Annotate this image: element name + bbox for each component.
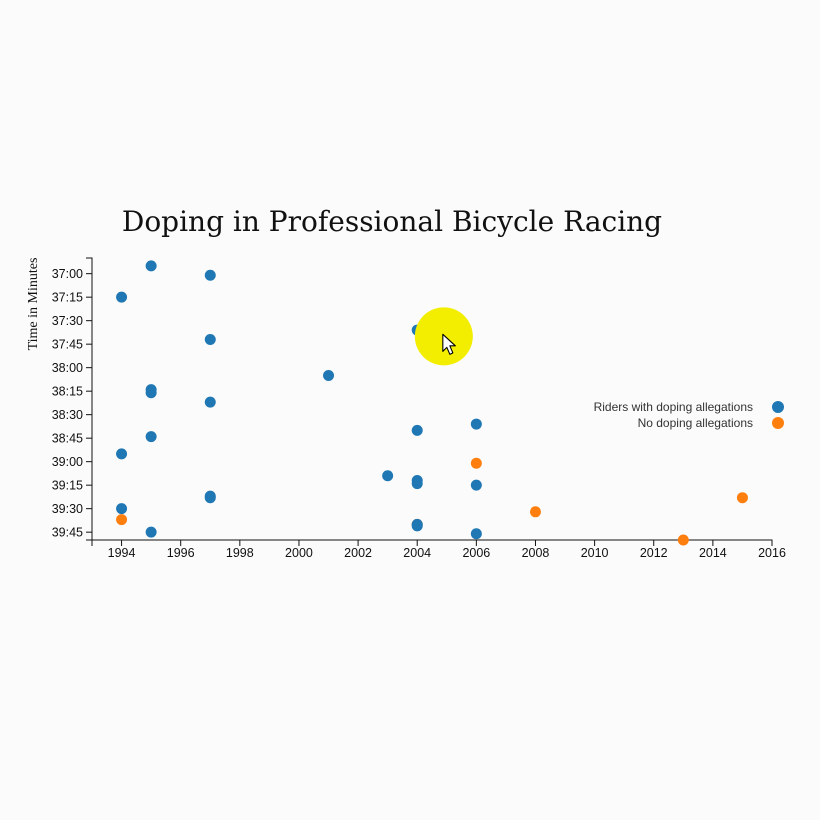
x-tick-label: 1998: [226, 546, 254, 560]
y-tick-label: 37:00: [52, 267, 83, 281]
x-tick-label: 2002: [344, 546, 372, 560]
y-tick-label: 39:15: [52, 479, 83, 493]
x-tick-label: 2008: [522, 546, 550, 560]
y-tick-label: 38:00: [52, 361, 83, 375]
arrow-cursor-icon: [442, 333, 456, 355]
y-tick-label: 39:00: [52, 455, 83, 469]
x-tick-label: 2006: [462, 546, 490, 560]
dot-no-doping[interactable]: [470, 457, 482, 469]
dot-doping[interactable]: [411, 478, 423, 490]
y-tick-label: 39:30: [52, 502, 83, 516]
dot-no-doping[interactable]: [677, 534, 689, 546]
dot-doping[interactable]: [470, 528, 482, 540]
dot-doping[interactable]: [411, 520, 423, 532]
x-tick-label: 2000: [285, 546, 313, 560]
dot-doping[interactable]: [204, 333, 216, 345]
dot-doping[interactable]: [470, 418, 482, 430]
legend-label: Riders with doping allegations: [594, 400, 753, 414]
dot-doping[interactable]: [323, 370, 335, 381]
dot-doping[interactable]: [116, 448, 128, 460]
x-tick-label: 1996: [167, 546, 195, 560]
x-tick-label: 2010: [581, 546, 609, 560]
dot-doping[interactable]: [116, 503, 128, 515]
x-tick-label: 2014: [699, 546, 727, 560]
y-axis-line: [86, 257, 93, 541]
y-tick-label: 38:45: [52, 432, 83, 446]
x-tick-label: 2004: [403, 546, 431, 560]
y-axis: 37:00 37:15 37:30 37:45 38:00 38:15 38:30 38:45…: [52, 257, 93, 541]
legend-swatch: [772, 417, 784, 429]
dot-doping[interactable]: [204, 396, 216, 408]
dot-doping[interactable]: [204, 492, 216, 504]
dot-doping[interactable]: [145, 526, 157, 538]
y-tick-label: 38:15: [52, 385, 83, 399]
legend-label: No doping allegations: [638, 416, 753, 430]
dot-doping[interactable]: [145, 387, 157, 399]
y-tick-label: 37:45: [52, 338, 83, 352]
dot-no-doping[interactable]: [116, 514, 128, 526]
dot-doping[interactable]: [411, 424, 423, 436]
dot-doping[interactable]: [382, 470, 394, 482]
y-tick-label: 38:30: [52, 408, 83, 422]
y-tick-label: 37:15: [52, 291, 83, 305]
y-axis-label: Time in Minutes: [26, 258, 41, 351]
chart-title: Doping in Professional Bicycle Racing: [122, 205, 662, 238]
legend: Riders with doping allegations No doping …: [594, 400, 784, 430]
dot-doping[interactable]: [116, 291, 128, 303]
dot-doping[interactable]: [145, 260, 157, 272]
dot-doping[interactable]: [204, 269, 216, 281]
legend-swatch: [772, 401, 784, 413]
y-tick-label: 37:30: [52, 314, 83, 328]
dot-doping[interactable]: [145, 431, 157, 443]
y-tick-label: 39:45: [52, 526, 83, 540]
dot-no-doping[interactable]: [529, 506, 541, 518]
dot-doping[interactable]: [470, 479, 482, 491]
x-axis: 1994 1996 1998 2000 2002 2004 2006 2008 2010 2012…: [91, 539, 786, 560]
dot-no-doping[interactable]: [736, 492, 748, 504]
mouse-cursor: [414, 307, 473, 366]
x-tick-label: 2012: [640, 546, 668, 560]
x-tick-label: 1994: [108, 546, 136, 560]
x-tick-label: 2016: [758, 546, 786, 560]
